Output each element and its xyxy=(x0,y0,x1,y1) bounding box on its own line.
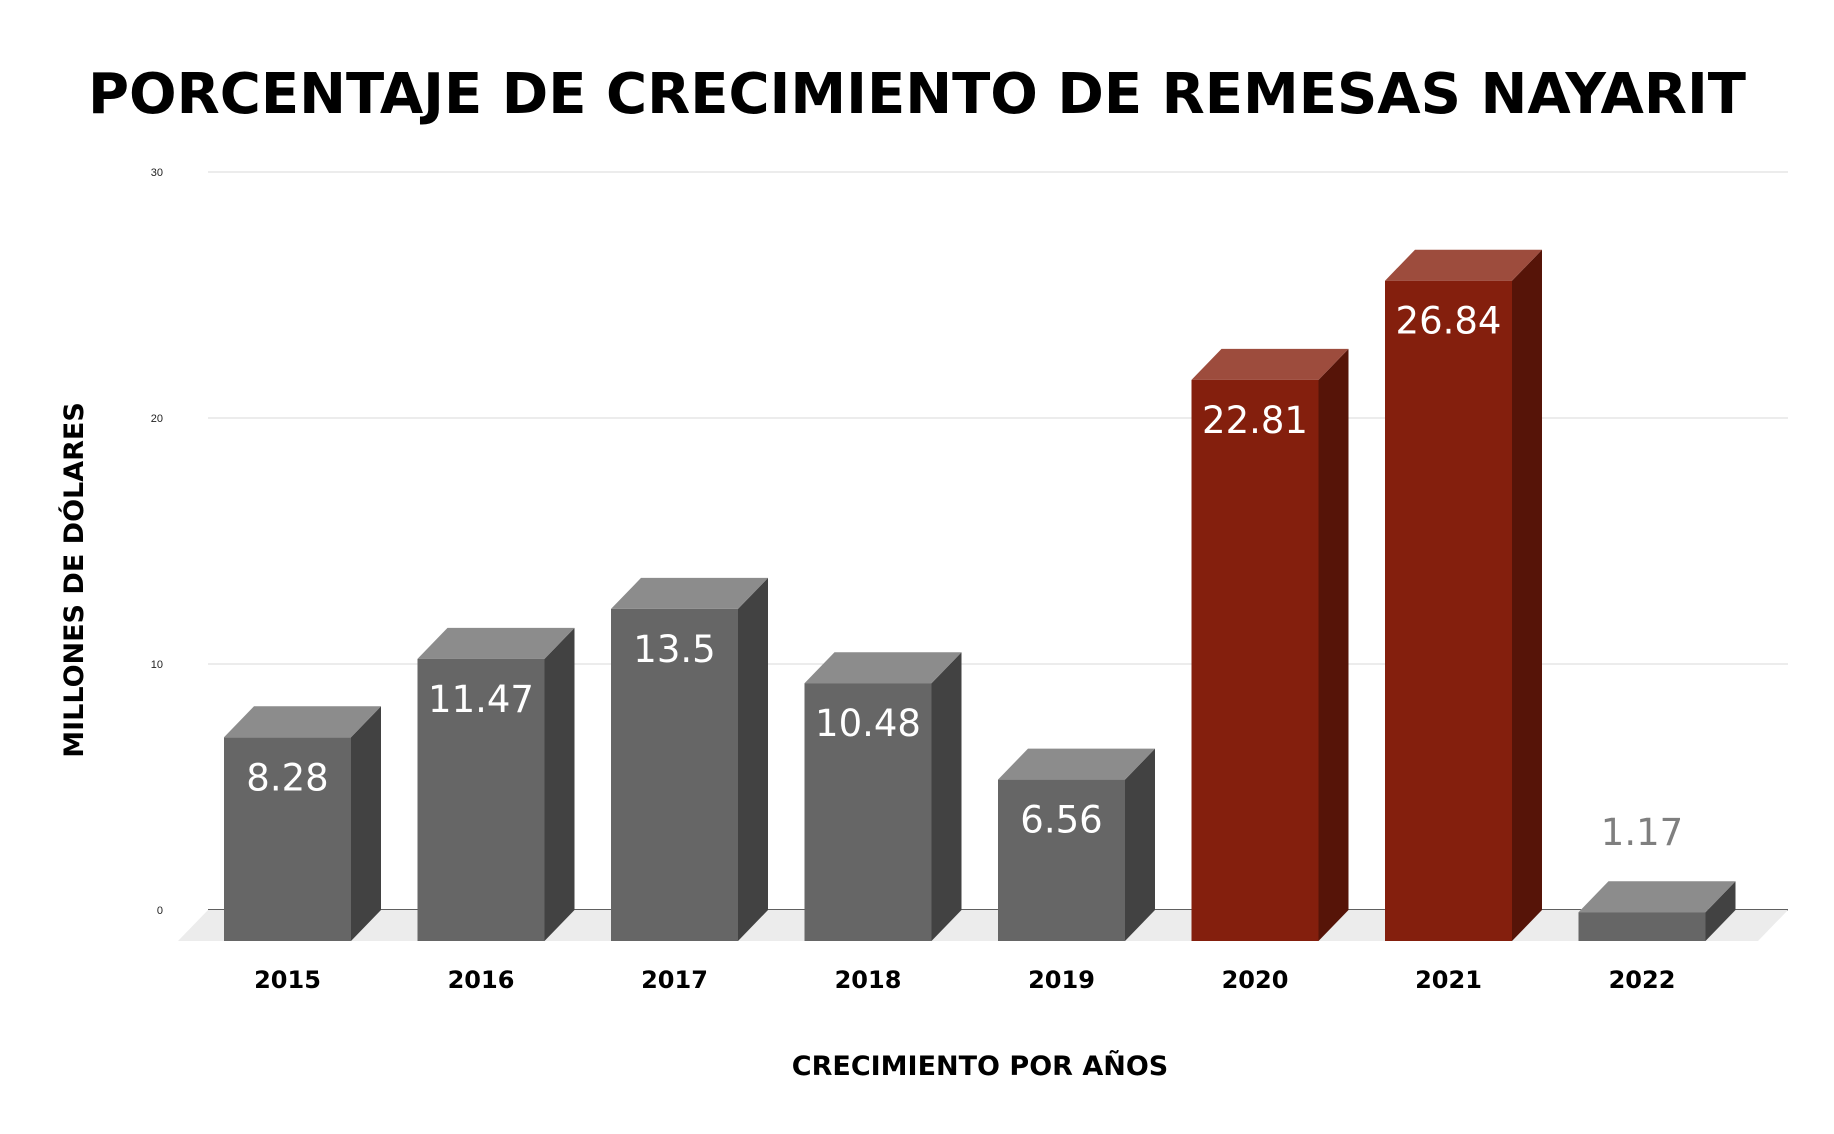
bar-top-2019 xyxy=(998,748,1155,780)
bar-front-2015 xyxy=(224,737,351,941)
bar-side-2018 xyxy=(931,652,962,941)
bar-2019 xyxy=(998,748,1155,941)
bar-top-2017 xyxy=(611,577,768,609)
bar-front-2017 xyxy=(611,608,738,941)
data-label-2015: 8.28 xyxy=(246,756,328,799)
bar-2017 xyxy=(611,577,768,941)
y-tick-label: 0 xyxy=(157,905,163,917)
data-labels: 8.28 11.47 13.5 10.48 6.56 22.81 26.84 1.17 xyxy=(246,300,1683,854)
bars xyxy=(224,249,1736,942)
x-tick-label-2016: 2016 xyxy=(448,966,515,994)
y-axis-ticks: 0 10 20 30 xyxy=(151,167,163,917)
bar-front-2020 xyxy=(1191,379,1319,941)
bar-side-2017 xyxy=(738,577,768,941)
bar-top-2022 xyxy=(1578,881,1736,913)
x-axis-title: CRECIMIENTO POR AÑOS xyxy=(792,1050,1168,1082)
y-tick-label: 30 xyxy=(151,167,163,179)
data-label-2020: 22.81 xyxy=(1202,399,1308,442)
bar-front-2021 xyxy=(1385,280,1512,942)
bar-2015 xyxy=(224,706,381,941)
x-tick-label-2020: 2020 xyxy=(1222,966,1289,994)
bar-2021 xyxy=(1385,249,1542,942)
bar-side-2021 xyxy=(1512,249,1542,942)
bar-side-2015 xyxy=(351,706,381,941)
bar-top-2018 xyxy=(804,652,962,684)
data-label-2022: 1.17 xyxy=(1601,811,1683,854)
bar-2022 xyxy=(1578,881,1736,941)
bar-front-2018 xyxy=(804,683,932,941)
x-tick-label-2015: 2015 xyxy=(254,966,321,994)
x-tick-label-2017: 2017 xyxy=(641,966,708,994)
y-tick-label: 10 xyxy=(151,659,163,671)
bar-front-2019 xyxy=(998,779,1125,941)
bar-side-2022 xyxy=(1705,881,1736,941)
bar-side-2019 xyxy=(1125,748,1155,941)
bar-top-2020 xyxy=(1191,348,1349,380)
data-label-2016: 11.47 xyxy=(428,678,534,721)
x-tick-label-2022: 2022 xyxy=(1609,966,1676,994)
x-tick-label-2018: 2018 xyxy=(835,966,902,994)
x-axis-ticks: 2015 2016 2017 2018 2019 2020 2021 2022 xyxy=(254,966,1675,994)
data-label-2019: 6.56 xyxy=(1020,799,1102,842)
bar-side-2016 xyxy=(544,627,575,941)
x-tick-label-2019: 2019 xyxy=(1028,966,1095,994)
data-label-2017: 13.5 xyxy=(633,628,715,671)
bar-2020 xyxy=(1191,348,1349,941)
bar-front-2016 xyxy=(417,658,545,941)
data-label-2018: 10.48 xyxy=(815,702,921,745)
bar-top-2016 xyxy=(417,627,575,659)
chart-title: PORCENTAJE DE CRECIMIENTO DE REMESAS NAY… xyxy=(88,62,1746,127)
data-label-2021: 26.84 xyxy=(1396,300,1502,343)
bar-2018 xyxy=(804,652,962,941)
x-tick-label-2021: 2021 xyxy=(1415,966,1482,994)
bar-side-2020 xyxy=(1318,348,1349,941)
bar-top-2021 xyxy=(1385,249,1542,281)
y-tick-label: 20 xyxy=(151,413,163,425)
bar-front-2022 xyxy=(1578,912,1706,941)
bar-top-2015 xyxy=(224,706,381,738)
bar-2016 xyxy=(417,627,575,941)
y-axis-title: MILLONES DE DÓLARES xyxy=(58,402,90,758)
